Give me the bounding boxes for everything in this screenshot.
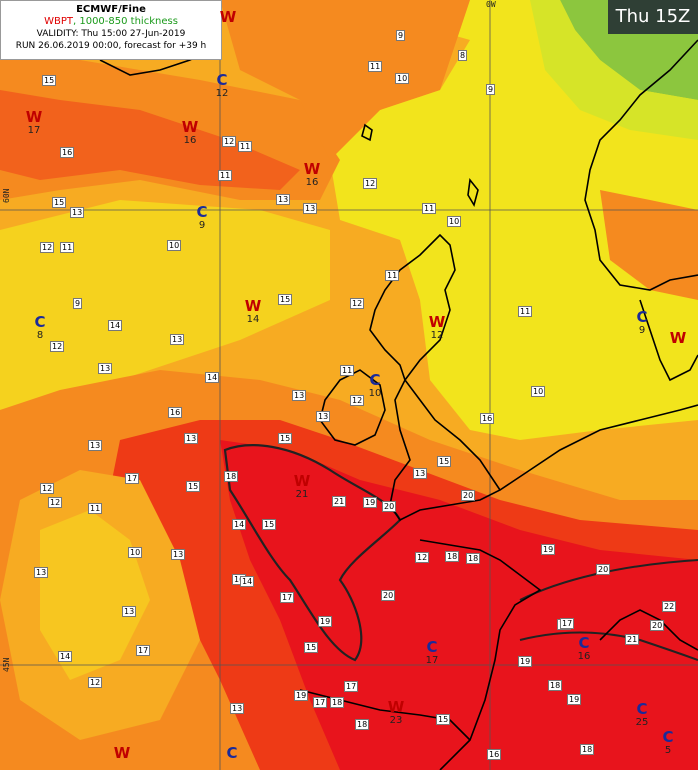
validity-text: VALIDITY: Thu 15:00 27-Jun-2019 (36, 29, 186, 39)
field-yellow-west (0, 200, 330, 410)
field-deep-red (220, 440, 698, 770)
latitude-label: 60N (2, 188, 11, 203)
coast-mediterranean (599, 609, 698, 651)
time-badge: Thu 15Z (608, 0, 698, 34)
coast-faroe (361, 123, 373, 142)
coast-france (419, 539, 542, 770)
field-orange-red-nw (0, 90, 300, 190)
thickness-contour (223, 444, 402, 662)
field-yellow-orange-sw (40, 510, 150, 680)
field-description: WBPT, 1000-850 thickness (1, 16, 221, 28)
wbpt-label: WBPT (44, 16, 73, 27)
coast-denmark (639, 299, 698, 382)
thickness-label: , 1000-850 thickness (72, 16, 178, 27)
run-text: RUN 26.06.2019 00:00, forecast for +39 h (15, 41, 207, 51)
field-yellow-green (530, 0, 698, 140)
meridian-label: 0W (486, 0, 496, 9)
coastlines (99, 39, 698, 770)
coast-england (389, 378, 502, 522)
coast-continent (499, 404, 698, 491)
latitude-label: 45N (2, 657, 11, 672)
legend-box: ECMWF/Fine WBPT, 1000-850 thickness VALI… (0, 0, 222, 60)
model-title: ECMWF/Fine (76, 4, 146, 15)
coast-norway (584, 39, 698, 291)
field-orange-north (220, 0, 470, 160)
field-orange-norway (600, 190, 698, 300)
coast-shetland (467, 178, 479, 208)
coast-ireland (319, 369, 386, 446)
